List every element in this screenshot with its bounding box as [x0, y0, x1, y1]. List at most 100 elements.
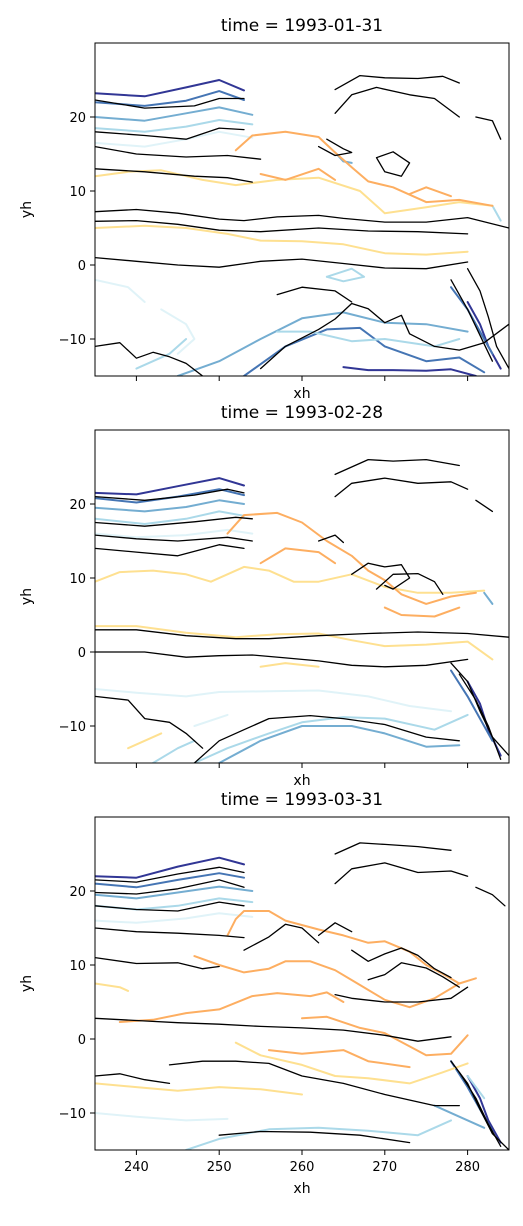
contour-line — [95, 169, 494, 215]
y-tick-label: −10 — [59, 333, 86, 348]
contour-line — [433, 1104, 486, 1129]
panel-3: 240 250 260 270 280 −10 0 10 20 time = 1993-03-31… — [19, 790, 510, 1197]
y-tick-label: 0 — [78, 259, 86, 274]
contour-line — [185, 1119, 452, 1150]
x-tick-label: 240 — [124, 1160, 149, 1175]
contour-line — [95, 256, 469, 270]
axes-frame — [94, 816, 510, 1151]
contour-line — [193, 713, 229, 727]
contour-line — [491, 204, 502, 222]
contour-line — [466, 301, 502, 370]
y-tick-label: 20 — [69, 111, 86, 126]
contour-line — [95, 1112, 229, 1122]
contour-line — [475, 116, 502, 140]
contour-line — [176, 311, 469, 376]
contour-line — [259, 662, 320, 668]
contour-line — [458, 673, 502, 760]
panel-title: time = 1993-02-28 — [221, 403, 383, 423]
contour-line — [95, 927, 245, 939]
contour-line — [95, 856, 245, 879]
contour-line — [259, 302, 509, 370]
contour-line — [301, 1015, 469, 1057]
contour-line — [450, 662, 509, 757]
contour-line — [127, 732, 163, 750]
x-axis-label: xh — [293, 386, 310, 402]
contour-line — [317, 534, 345, 544]
contour-line — [95, 106, 254, 122]
contour-line — [95, 528, 254, 539]
contour-line — [95, 534, 253, 542]
contour-line — [95, 97, 245, 109]
contour-line — [234, 130, 494, 207]
contour-line — [342, 366, 477, 376]
y-tick-label: −10 — [59, 1107, 86, 1122]
contour-line — [408, 186, 452, 198]
contour-line — [193, 955, 461, 1009]
y-tick-label: 0 — [78, 1033, 86, 1048]
contour-line — [475, 499, 494, 513]
y-tick-label: 10 — [69, 959, 86, 974]
contour-line — [234, 1041, 469, 1085]
contour-line — [226, 511, 477, 605]
contour-line — [95, 224, 469, 256]
contour-line — [95, 477, 245, 496]
y-tick-label: 20 — [69, 885, 86, 900]
x-axis-label: xh — [293, 773, 310, 789]
contour-line — [259, 167, 337, 181]
contour-line — [267, 1049, 411, 1069]
contour-line — [334, 86, 460, 118]
contour-line — [351, 947, 452, 979]
contour-line — [95, 168, 253, 183]
contour-line — [218, 1130, 411, 1144]
contour-line — [135, 338, 188, 370]
contour-line — [152, 739, 196, 763]
contour-line — [334, 862, 469, 885]
x-tick-label: 270 — [372, 1160, 397, 1175]
contour-line — [95, 565, 486, 594]
contour-lines — [95, 842, 509, 1150]
contour-line — [334, 842, 452, 855]
contour-line — [95, 885, 254, 900]
contour-line — [95, 488, 245, 501]
contour-line — [95, 866, 245, 883]
contour-line — [466, 1075, 486, 1100]
contour-line — [95, 510, 245, 525]
contour-line — [383, 606, 461, 618]
contour-line — [95, 208, 509, 229]
axes-frame — [94, 429, 510, 764]
y-axis-label: yh — [19, 588, 35, 605]
y-tick-label: 10 — [69, 185, 86, 200]
contour-line — [475, 886, 506, 907]
panel-title: time = 1993-03-31 — [221, 790, 383, 810]
contour-line — [193, 714, 460, 763]
contour-line — [375, 572, 444, 595]
contour-line — [95, 219, 469, 235]
contour-line — [317, 138, 353, 157]
contour-line — [276, 330, 461, 348]
contour-line — [375, 151, 411, 177]
contour-line — [95, 872, 245, 889]
contour-line — [95, 1082, 303, 1096]
panel-2: −10 0 10 20 time = 1993-02-28 xh yh — [19, 403, 510, 789]
contour-line — [466, 1075, 502, 1144]
contour-line — [466, 268, 509, 370]
contour-line — [317, 922, 353, 937]
contour-line — [95, 127, 245, 140]
contour-line — [226, 910, 477, 985]
contour-line — [193, 713, 469, 763]
contour-line — [95, 695, 204, 749]
x-tick-label: 260 — [290, 1160, 315, 1175]
panel-title: time = 1993-01-31 — [221, 16, 383, 36]
contour-line — [243, 923, 320, 951]
contour-line — [95, 982, 130, 992]
panel-1: −10 0 10 20 time = 1993-01-31 xh yh — [19, 16, 510, 402]
x-axis-label: xh — [293, 1181, 310, 1197]
contour-line — [95, 879, 245, 895]
contour-line — [218, 725, 461, 763]
contour-line — [367, 962, 460, 988]
contour-line — [450, 286, 494, 355]
contour-line — [95, 688, 452, 713]
contour-line — [168, 1060, 460, 1107]
contour-line — [325, 267, 366, 283]
